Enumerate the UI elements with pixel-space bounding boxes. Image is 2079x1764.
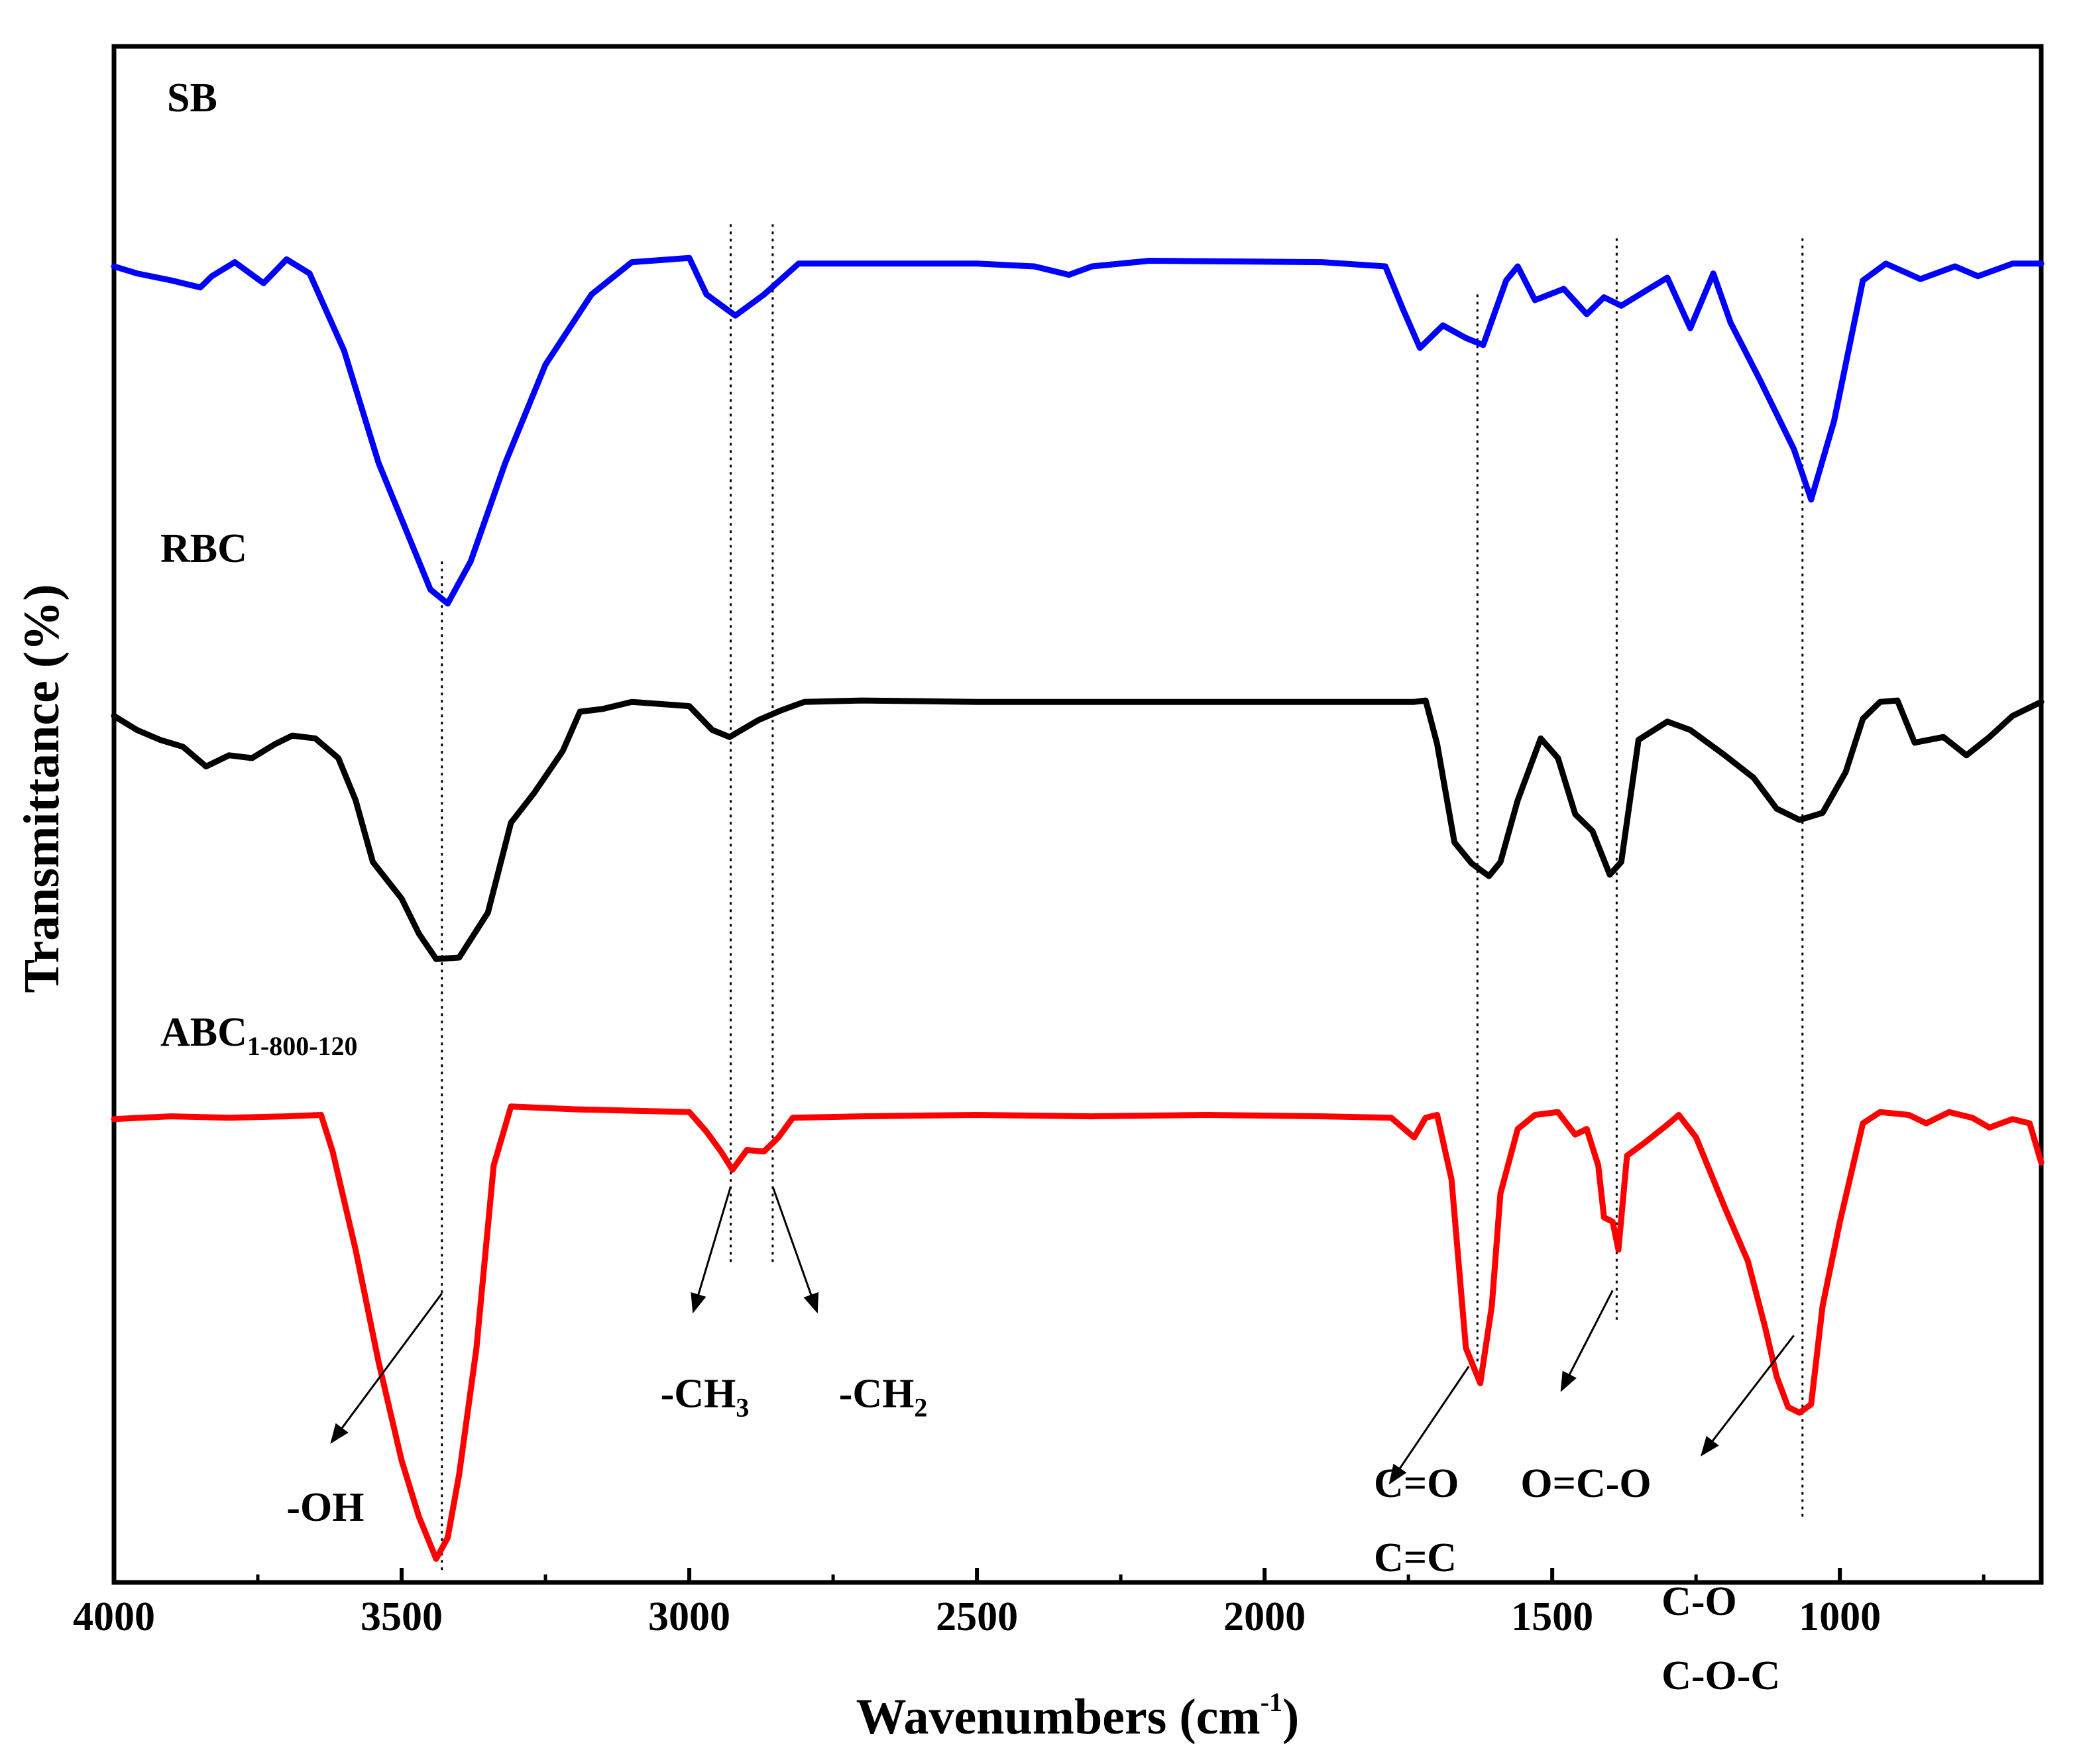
annotation-label-2-c-o: C=C xyxy=(1374,1535,1457,1580)
annotation-label-2-c-o: C-O-C xyxy=(1661,1653,1780,1698)
series-label-abc-main: ABC xyxy=(160,1010,247,1055)
series-line-sb xyxy=(111,254,2045,607)
x-tick-label: 2000 xyxy=(1223,1594,1306,1639)
x-tick-label: 3000 xyxy=(648,1594,730,1639)
annotation-label-ch3: -CH3 xyxy=(661,1371,750,1422)
series-label-rbc: RBC xyxy=(160,526,247,571)
series-line-rbc xyxy=(111,697,2045,962)
annotation-arrow-c-o xyxy=(1388,1366,1470,1485)
annotation-arrow-c-o xyxy=(1701,1335,1795,1457)
x-axis-ticks: 4000 3500 3000 2500 2000 1500 1000 xyxy=(73,1568,1986,1639)
series-line-abc1-800-120 xyxy=(111,1103,2045,1562)
annotation-label-ch2: -CH2 xyxy=(839,1371,928,1422)
x-tick-label: 1000 xyxy=(1799,1594,1881,1639)
annotation-label-c-o: C-O xyxy=(1661,1579,1737,1624)
x-tick-label: 3500 xyxy=(361,1594,443,1639)
annotation-arrow-ch2 xyxy=(771,1186,819,1314)
y-axis-title: Transmittance (%) xyxy=(14,584,70,993)
x-tick-label: 1500 xyxy=(1511,1594,1593,1639)
x-axis-title-close: ) xyxy=(1282,1689,1299,1745)
annotation-arrow-ch3 xyxy=(691,1186,732,1314)
series-label-abc: ABC1-800-120 xyxy=(160,1010,358,1061)
x-axis-title-main: Wavenumbers (cm xyxy=(856,1689,1261,1745)
series-label-abc-sub: 1-800-120 xyxy=(247,1031,358,1061)
annotation-arrow-oh xyxy=(330,1292,443,1444)
series-label-sb: SB xyxy=(167,76,217,121)
x-axis-title-sup: -1 xyxy=(1261,1687,1282,1717)
x-tick-label: 2500 xyxy=(936,1594,1018,1639)
reference-lines xyxy=(441,224,1804,1573)
x-tick-label: 4000 xyxy=(73,1594,155,1639)
annotation-label-oh: -OH xyxy=(286,1485,364,1530)
annotation-label-c-o: C=O xyxy=(1374,1461,1459,1506)
annotation-arrow-o-c-o xyxy=(1560,1290,1614,1392)
annotations: -OH -CH3 -CH2 C=O C=C O=C-O C-O C-O-C xyxy=(286,1186,1795,1698)
x-axis-title: Wavenumbers (cm-1) xyxy=(856,1687,1300,1745)
series-layer xyxy=(111,254,2045,1562)
plot-frame xyxy=(111,44,2044,1585)
annotation-label-o-c-o: O=C-O xyxy=(1520,1461,1651,1506)
